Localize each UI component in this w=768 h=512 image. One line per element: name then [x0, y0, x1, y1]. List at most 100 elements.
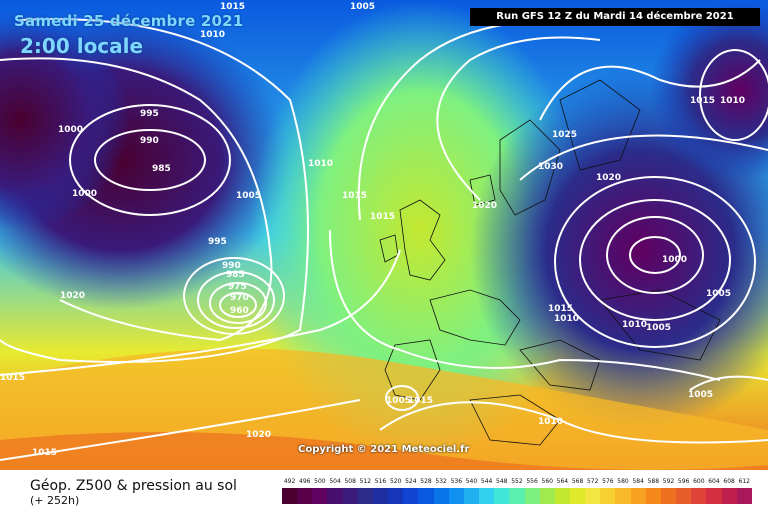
color-scale-swatch: [721, 488, 737, 504]
isobar-label: 1010: [200, 30, 225, 40]
color-scale-tick: 568: [571, 478, 584, 485]
color-scale-swatch: [676, 488, 692, 504]
isobar-label: 1020: [60, 291, 85, 301]
legend-subtitle: (+ 252h): [30, 494, 80, 507]
isobar-label: 1015: [32, 448, 57, 458]
color-scale-swatch: [585, 488, 601, 504]
color-scale-tick: 556: [526, 478, 538, 485]
color-scale-tick: 572: [586, 478, 599, 485]
color-scale-tick: 612: [738, 478, 750, 485]
isobar-label: 1015: [408, 396, 433, 406]
color-scale-swatch: [463, 488, 480, 504]
color-scale-swatch: [372, 488, 389, 504]
color-scale-swatch: [630, 488, 646, 504]
color-scale-swatch: [615, 488, 631, 504]
color-scale-tick: 560: [541, 478, 553, 485]
map-date-title: Samedi 25 décembre 2021: [14, 12, 244, 30]
map-time-title: 2:00 locale: [20, 34, 144, 58]
isobar-label: 1020: [596, 173, 621, 183]
color-scale-tick: 512: [359, 478, 372, 485]
isobar-label: 1010: [538, 417, 563, 427]
color-scale-swatch: [297, 488, 313, 504]
color-scale-tick: 596: [677, 478, 690, 485]
color-scale-tick: 592: [662, 478, 675, 485]
color-scale-swatch: [524, 488, 540, 504]
color-scale-tick: 576: [602, 478, 614, 485]
color-scale-swatch: [494, 488, 510, 504]
isobar-label: 1005: [688, 390, 713, 400]
isobar-label: 1030: [538, 162, 563, 172]
color-scale-swatch: [388, 488, 404, 504]
isobar-label: 1025: [552, 130, 577, 140]
color-scale-tick: 600: [693, 478, 705, 485]
color-scale-swatch: [342, 488, 358, 504]
color-scale-swatch: [433, 488, 449, 504]
isobars: [0, 18, 768, 461]
model-run-label: Run GFS 12 Z du Mardi 14 décembre 2021: [470, 8, 760, 26]
color-scale-tick: 584: [632, 478, 644, 485]
color-scale-tick: 552: [511, 478, 523, 485]
color-scale-tick: 496: [299, 478, 311, 485]
color-scale-tick: 608: [723, 478, 735, 485]
color-scale-tick: 544: [480, 478, 493, 485]
color-scale-tick: 492: [283, 478, 296, 485]
color-scale-swatch: [479, 488, 495, 504]
isobar-label: 1020: [246, 430, 271, 440]
color-scale-swatch: [736, 488, 752, 504]
isobar-label: 990: [222, 261, 241, 271]
hot-band: [0, 432, 768, 470]
color-scale-tick: 508: [344, 478, 356, 485]
color-scale-tick: 500: [314, 478, 326, 485]
isobar-label: 975: [228, 282, 247, 292]
isobar-label: 995: [208, 237, 227, 247]
color-scale-swatch: [569, 488, 586, 504]
isobar-label: 990: [140, 136, 159, 146]
color-scale-swatch: [418, 488, 434, 504]
isobar-label: 1015: [342, 191, 367, 201]
color-scale-swatch: [645, 488, 661, 504]
low-northeast-field: [650, 0, 768, 180]
color-scale-tick: 528: [420, 478, 432, 485]
color-scale-swatch: [327, 488, 343, 504]
color-scale-swatch: [282, 488, 298, 504]
color-scale-swatch: [660, 488, 677, 504]
isobar-label: 1015: [0, 373, 25, 383]
color-scale-swatch: [691, 488, 707, 504]
isobar-label: 1010: [720, 96, 745, 106]
color-scale-swatch: [403, 488, 419, 504]
color-scale-tick: 516: [374, 478, 387, 485]
coastlines: [379, 79, 721, 446]
color-scale-tick: 604: [708, 478, 720, 485]
color-scale-swatch: [448, 488, 464, 504]
copyright-notice: Copyright © 2021 Meteociel.fr: [298, 444, 470, 455]
isobar-label: 1005: [350, 2, 375, 12]
color-scale-tick: 564: [556, 478, 569, 485]
color-scale-tick: 548: [496, 478, 508, 485]
color-scale-swatch: [312, 488, 328, 504]
isobar-label: 1000: [662, 255, 687, 265]
isobar-label: 970: [230, 293, 249, 303]
color-scale-tick: 520: [389, 478, 402, 485]
color-scale-swatch: [509, 488, 525, 504]
isobar-label: 1000: [58, 125, 83, 135]
color-scale-tick: 536: [450, 478, 463, 485]
isobar-label: 1020: [472, 201, 497, 211]
isobar-label: 1015: [370, 212, 395, 222]
color-scale-swatch: [357, 488, 373, 504]
isobar-label: 1005: [646, 323, 671, 333]
color-scale-swatch: [600, 488, 616, 504]
color-scale-tick: 524: [405, 478, 417, 485]
isobar-label: 1015: [548, 304, 573, 314]
legend-title: Géop. Z500 & pression au sol: [30, 478, 237, 494]
isobar-label: 1010: [308, 159, 333, 169]
isobar-label: 1005: [386, 396, 411, 406]
isobar-label: 1015: [220, 2, 245, 12]
isobar-label: 1010: [554, 314, 579, 324]
isobar-label: 1000: [72, 189, 97, 199]
low-northwest-field: [0, 10, 130, 230]
isobar-label: 985: [152, 164, 171, 174]
isobar-label: 1015: [690, 96, 715, 106]
isobar-label: 1005: [706, 289, 731, 299]
